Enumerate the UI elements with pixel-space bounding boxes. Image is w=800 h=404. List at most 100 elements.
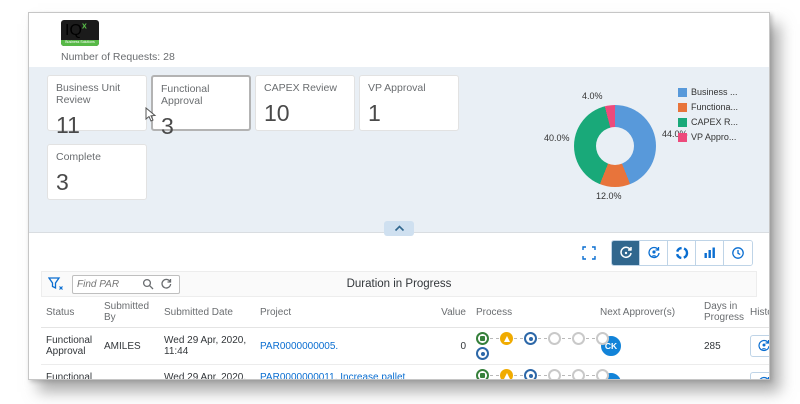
process-step-active-icon bbox=[524, 332, 537, 346]
approver-view-button[interactable] bbox=[640, 241, 668, 266]
card-title: CAPEX Review bbox=[264, 82, 337, 95]
col-status[interactable]: Status bbox=[41, 297, 99, 329]
process-step-pending-icon bbox=[500, 369, 513, 379]
search-field bbox=[72, 274, 180, 294]
approver-avatars: CK bbox=[600, 335, 694, 358]
process-step-empty-icon bbox=[572, 332, 585, 346]
process-flow bbox=[476, 369, 609, 379]
process-step-done-icon bbox=[476, 332, 489, 346]
refresh-button[interactable] bbox=[157, 278, 175, 290]
requests-count-label: Number of Requests: 28 bbox=[61, 51, 175, 64]
card-vp-approval[interactable]: VP Approval 1 bbox=[359, 75, 459, 132]
donut-view-button[interactable] bbox=[668, 241, 696, 266]
card-complete[interactable]: Complete 3 bbox=[47, 144, 147, 201]
process-step-empty-icon bbox=[596, 369, 609, 379]
bar-chart-icon bbox=[704, 247, 715, 259]
col-next-approvers[interactable]: Next Approver(s) bbox=[595, 297, 699, 329]
card-count: 10 bbox=[264, 100, 290, 127]
cell-project: PAR0000000005. bbox=[255, 327, 417, 366]
clear-filter-button[interactable] bbox=[48, 277, 64, 291]
legend-swatch-business bbox=[678, 87, 687, 97]
cell-days: 284 bbox=[699, 364, 745, 379]
card-count: 3 bbox=[56, 169, 69, 196]
requests-table: Status Submitted By Submitted Date Proje… bbox=[41, 297, 769, 379]
cell-project: PAR0000000011, Increase pallet storage bbox=[255, 364, 417, 379]
pie-label-vp: 4.0% bbox=[582, 91, 603, 102]
pie-label-functional: 12.0% bbox=[596, 191, 622, 202]
process-step-empty-icon bbox=[572, 369, 585, 379]
bar-chart-view-button[interactable] bbox=[696, 241, 724, 266]
card-count: 3 bbox=[161, 113, 174, 140]
process-view-button[interactable] bbox=[612, 241, 640, 266]
card-title: Complete bbox=[56, 151, 101, 164]
time-view-button[interactable] bbox=[724, 241, 752, 266]
table-header-row: Status Submitted By Submitted Date Proje… bbox=[41, 297, 769, 329]
card-business-unit-review[interactable]: Business Unit Review 11 bbox=[47, 75, 147, 138]
app-window: IQx Business Solutions Number of Request… bbox=[28, 12, 770, 380]
refresh-icon bbox=[161, 279, 172, 289]
card-title: VP Approval bbox=[368, 82, 426, 95]
logo-tagline: Business Solutions bbox=[61, 40, 99, 46]
cell-history bbox=[745, 327, 769, 366]
col-submitted-date[interactable]: Submitted Date bbox=[159, 297, 255, 329]
expand-icon bbox=[582, 246, 596, 261]
cell-submitted-by: EOLIVIER bbox=[99, 364, 159, 379]
status-donut-chart-zone: 44.0% 12.0% 40.0% 4.0% Business ... Func… bbox=[544, 77, 761, 212]
cell-process bbox=[471, 364, 609, 379]
clock-icon bbox=[732, 247, 744, 260]
process-step-system-icon bbox=[476, 347, 489, 361]
legend-swatch-vp bbox=[678, 132, 687, 142]
col-process[interactable]: Process bbox=[471, 297, 595, 329]
history-button[interactable] bbox=[750, 335, 769, 358]
donut-chart[interactable] bbox=[574, 105, 656, 188]
search-icon bbox=[142, 279, 154, 290]
history-button[interactable] bbox=[750, 372, 769, 379]
table-title: Duration in Progress bbox=[346, 278, 452, 291]
search-button[interactable] bbox=[139, 278, 157, 290]
cell-status: Functional Approval bbox=[41, 327, 99, 366]
cell-status: Functional Approval bbox=[41, 364, 99, 379]
search-input[interactable] bbox=[77, 278, 139, 290]
project-link[interactable]: PAR0000000011, Increase pallet storage bbox=[260, 372, 406, 379]
col-submitted-by[interactable]: Submitted By bbox=[99, 297, 159, 329]
card-functional-approval[interactable]: Functional Approval 3 bbox=[151, 75, 251, 139]
history-person-icon bbox=[760, 377, 769, 379]
legend-item-vp: VP Appro... bbox=[678, 132, 738, 142]
fullscreen-expand-button[interactable] bbox=[575, 241, 603, 266]
cell-submitted-by: AMILES bbox=[99, 327, 159, 366]
kpi-cards: Business Unit Review 11 Functional Appro… bbox=[47, 75, 459, 209]
approver-person-icon bbox=[647, 247, 660, 259]
pie-label-capex: 40.0% bbox=[544, 133, 570, 144]
card-title: Business Unit Review bbox=[56, 82, 121, 107]
col-project[interactable]: Project bbox=[255, 297, 417, 329]
kpi-panel: Business Unit Review 11 Functional Appro… bbox=[29, 67, 769, 220]
donut-chart-icon bbox=[675, 247, 688, 260]
card-capex-review[interactable]: CAPEX Review 10 bbox=[255, 75, 355, 132]
filter-clear-icon bbox=[48, 277, 63, 291]
col-value[interactable]: Value bbox=[417, 297, 471, 329]
history-person-icon bbox=[758, 340, 769, 352]
approver-avatars: CK bbox=[600, 372, 694, 379]
cell-history bbox=[745, 364, 769, 379]
card-title: Functional Approval bbox=[161, 83, 210, 108]
legend-item-business: Business ... bbox=[678, 87, 738, 97]
cell-days: 285 bbox=[699, 327, 745, 366]
pie-label-business: 44.0% bbox=[662, 129, 688, 140]
project-link[interactable]: PAR0000000005. bbox=[260, 340, 339, 352]
col-history[interactable]: History bbox=[745, 297, 769, 329]
cell-next-approvers: CK bbox=[595, 327, 699, 366]
cell-submitted-date: Wed 29 Apr, 2020, 11:44 bbox=[159, 327, 255, 366]
cell-value: 50,000 bbox=[417, 364, 471, 379]
collapse-panel-button[interactable] bbox=[384, 221, 414, 237]
cell-process bbox=[471, 327, 609, 366]
iqx-logo: IQx Business Solutions bbox=[61, 20, 99, 46]
legend-swatch-capex bbox=[678, 117, 687, 127]
table-row[interactable]: Functional Approval EOLIVIER Wed 29 Apr,… bbox=[41, 364, 769, 379]
legend-item-capex: CAPEX R... bbox=[678, 117, 738, 127]
table-toolbar bbox=[41, 237, 757, 271]
legend-item-functional: Functiona... bbox=[678, 102, 738, 112]
col-days-in-progress[interactable]: Days in Progress bbox=[699, 297, 745, 329]
process-step-empty-icon bbox=[548, 332, 561, 346]
table-row[interactable]: Functional Approval AMILES Wed 29 Apr, 2… bbox=[41, 327, 769, 366]
